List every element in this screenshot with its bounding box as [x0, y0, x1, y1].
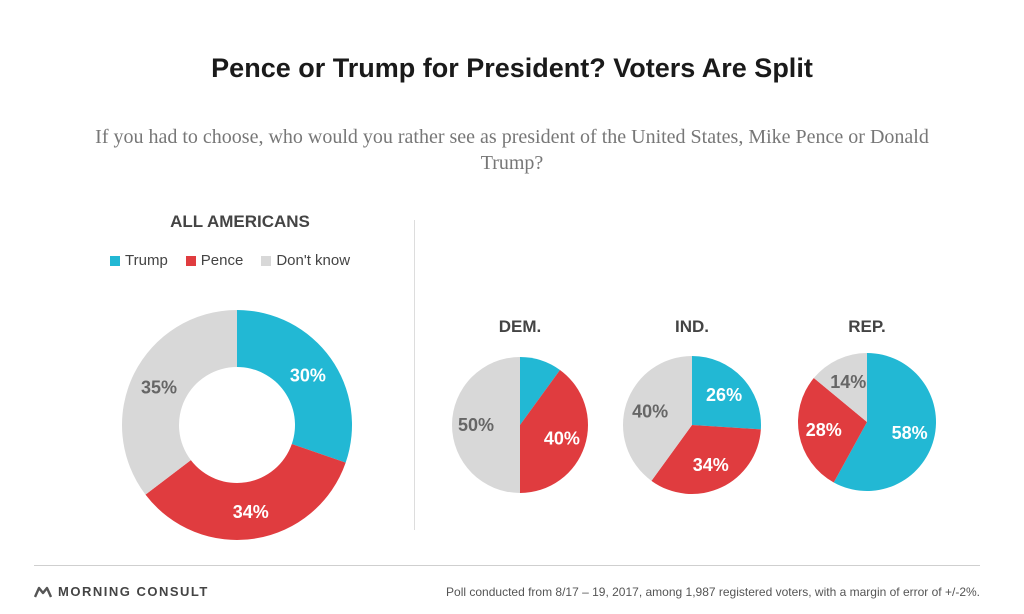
donut-all-slice-dont-know — [122, 310, 237, 495]
pie-ind-label-pence: 34% — [693, 455, 729, 475]
donut-all-slice-pence — [145, 443, 346, 540]
pie-rep-label-dont-know: 14% — [830, 372, 866, 392]
pie-ind-label-trump: 26% — [706, 385, 742, 405]
morning-consult-logo-icon — [34, 586, 52, 597]
legend-swatch-pence — [185, 255, 196, 266]
donut-all-slice-trump — [237, 310, 352, 463]
pie-dem-slice-trump — [520, 357, 560, 425]
pie-ind-slice-pence — [651, 425, 761, 494]
pie-ind-slice-trump — [692, 356, 761, 430]
pie-dem-slice-dont-know — [452, 357, 520, 493]
legend-label-dont-know: Don't know — [276, 252, 351, 269]
pie-dem-title: DEM. — [499, 317, 542, 336]
legend-item-trump: Trump — [110, 252, 168, 269]
brand-name: MORNING CONSULT — [58, 584, 209, 599]
donut-all-label-trump: 30% — [290, 366, 326, 386]
pie-dem-label-pence: 40% — [544, 429, 580, 449]
footer-divider — [34, 565, 980, 566]
pie-rep-title: REP. — [848, 317, 886, 336]
chart-subtitle: If you had to choose, who would you rath… — [95, 126, 929, 174]
footnote: Poll conducted from 8/17 – 19, 2017, amo… — [446, 585, 980, 599]
pie-rep-label-trump: 58% — [892, 423, 928, 443]
legend-label-trump: Trump — [125, 252, 168, 269]
brand: MORNING CONSULT — [34, 584, 209, 599]
donut-all-label-pence: 34% — [233, 502, 269, 522]
legend-label-pence: Pence — [200, 252, 244, 269]
pie-rep-slice-dont-know — [813, 353, 867, 422]
pie-rep-slice-trump — [833, 353, 936, 491]
pie-rep-label-pence: 28% — [806, 420, 842, 440]
pie-dem-slice-pence — [520, 369, 588, 493]
pie-ind-label-dont-know: 40% — [632, 401, 668, 421]
donut-title: ALL AMERICANS — [170, 212, 310, 231]
section-divider — [414, 220, 415, 530]
legend-item-dont-know: Don't know — [261, 252, 350, 269]
legend-swatch-trump — [110, 255, 120, 266]
pie-ind-title: IND. — [675, 317, 709, 336]
legend: Trump Pence Don't know — [110, 252, 370, 269]
legend-swatch-dont-know — [261, 255, 272, 266]
pie-dem-label-dont-know: 50% — [458, 415, 494, 435]
donut-all-label-dont-know: 35% — [141, 377, 177, 397]
pie-ind-slice-dont-know — [622, 356, 692, 481]
legend-item-pence: Pence — [185, 252, 244, 269]
chart-title: Pence or Trump for President? Voters Are… — [211, 53, 813, 83]
pie-rep-slice-pence — [798, 378, 867, 483]
